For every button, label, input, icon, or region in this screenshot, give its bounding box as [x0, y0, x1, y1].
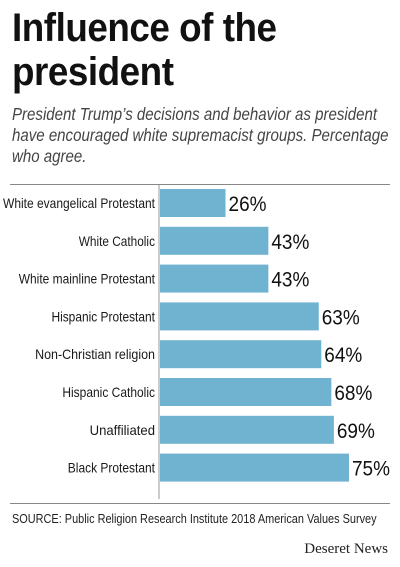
data-label: 26% [229, 193, 267, 216]
category-label: Hispanic Catholic [62, 384, 155, 400]
data-label: 43% [271, 269, 309, 292]
data-label: 75% [352, 458, 390, 481]
brand-logo: Deseret News [304, 541, 388, 557]
bar [160, 378, 332, 406]
data-label: 64% [324, 344, 362, 367]
bar [160, 453, 349, 482]
bar [160, 226, 269, 255]
category-label: White Catholic [79, 233, 155, 249]
source-note: SOURCE: Public Religion Research Institu… [12, 511, 377, 526]
data-label: 69% [337, 420, 375, 443]
chart-subtitle: President Trump’s decisions and behavior… [12, 104, 389, 166]
bar [160, 189, 226, 217]
bar [160, 302, 319, 331]
bar [160, 415, 334, 444]
data-label: 43% [271, 231, 309, 254]
bar [160, 264, 269, 293]
category-label: Non-Christian religion [35, 346, 155, 362]
bar-chart: White evangelical Protestant 26% White Cat… [3, 185, 390, 499]
category-label: White mainline Protestant [19, 271, 155, 287]
bar [160, 340, 322, 369]
category-label: White evangelical Protestant [3, 195, 155, 211]
data-label: 63% [322, 306, 360, 329]
category-label: Hispanic Protestant [51, 308, 155, 324]
top-divider [10, 184, 390, 185]
chart-title: Influence of the president [12, 6, 277, 94]
category-label: Black Protestant [68, 460, 155, 476]
data-label: 68% [334, 382, 372, 405]
category-label: Unaffiliated [90, 422, 155, 438]
bottom-divider [10, 503, 390, 504]
